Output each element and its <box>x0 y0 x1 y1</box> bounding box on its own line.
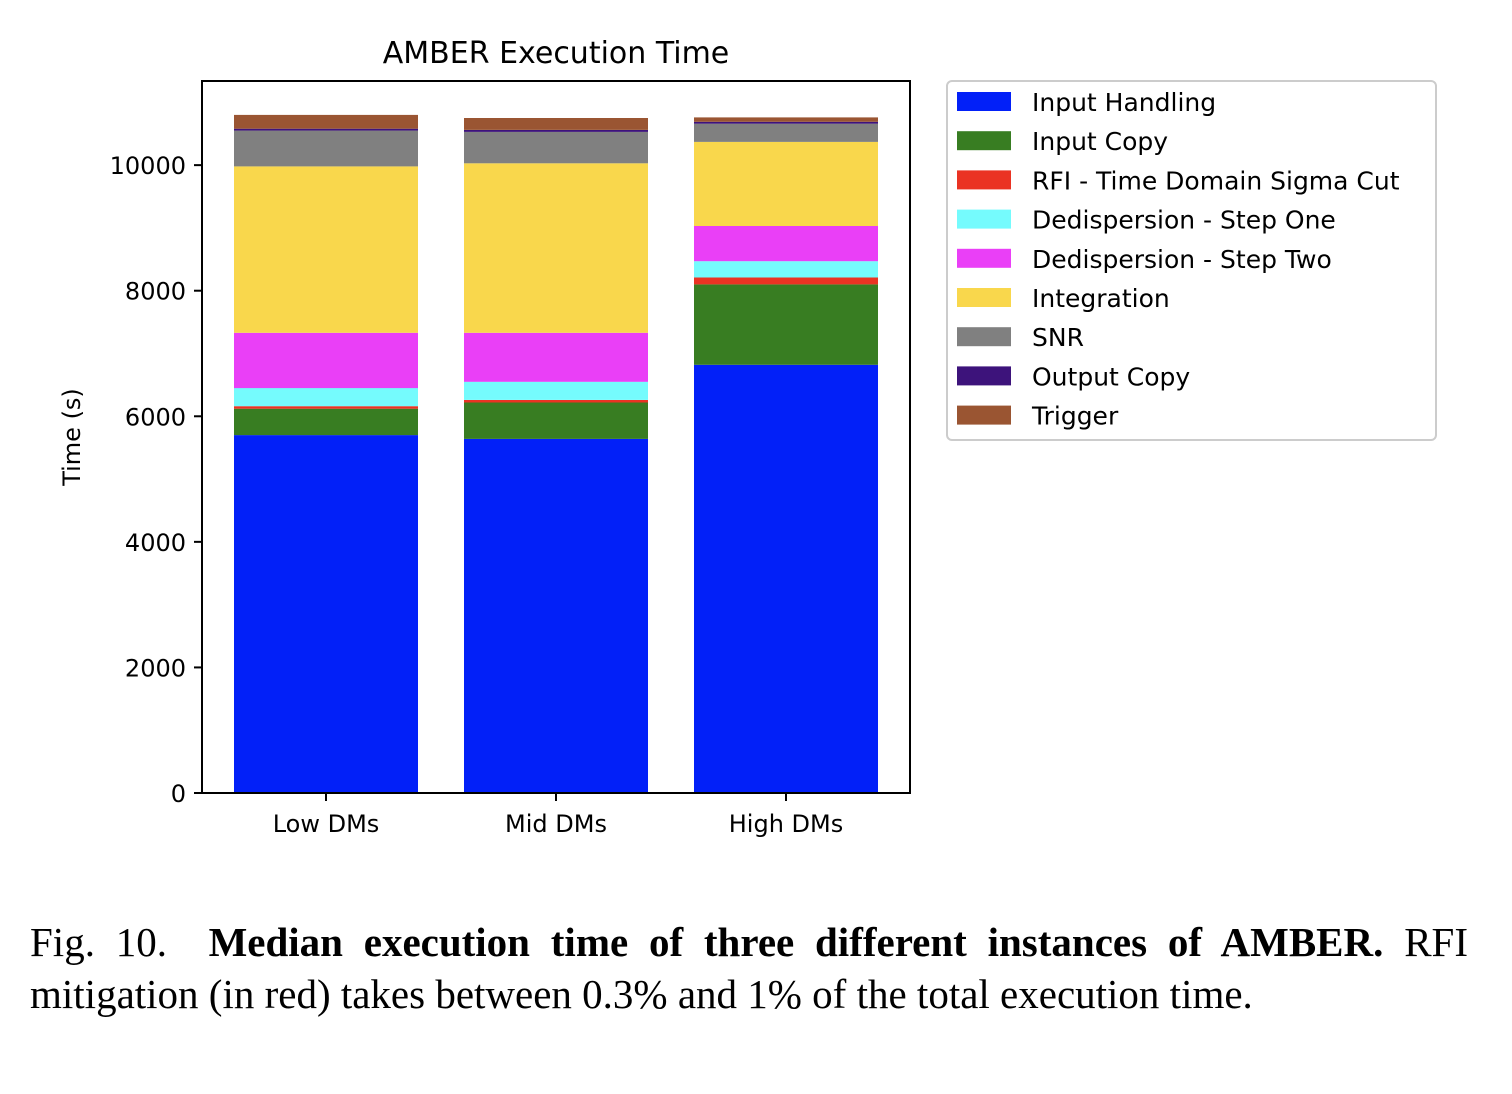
legend-label: Input Copy <box>1032 127 1168 156</box>
x-tick-label: Mid DMs <box>505 810 607 838</box>
caption-bold-text: Median execution time of three different… <box>208 919 1384 965</box>
bar-segment-5-2 <box>694 141 878 226</box>
bar-segment-2-0 <box>234 406 418 409</box>
legend-label: Dedispersion - Step One <box>1032 206 1336 235</box>
bar-segment-8-2 <box>694 117 878 122</box>
chart-title: AMBER Execution Time <box>383 36 730 71</box>
bar-segment-7-2 <box>694 121 878 124</box>
legend-swatch <box>957 92 1011 111</box>
legend-items: Input Handling Input Copy RFI - Time Domai… <box>957 88 1400 431</box>
y-tick-label: 2000 <box>125 654 186 682</box>
bar-segment-3-0 <box>234 388 418 407</box>
y-axis-label: Time (s) <box>58 388 86 487</box>
x-tick-label: Low DMs <box>273 810 380 838</box>
bar-segment-0-1 <box>464 438 648 793</box>
legend-label: Dedispersion - Step Two <box>1032 245 1332 274</box>
bar-segment-3-1 <box>464 381 648 400</box>
legend-label: RFI - Time Domain Sigma Cut <box>1032 166 1400 195</box>
bar-segment-8-1 <box>464 118 648 130</box>
bar-segment-6-2 <box>694 123 878 142</box>
legend-swatch <box>957 248 1011 268</box>
bar-segment-0-0 <box>234 435 418 793</box>
bar-segment-7-0 <box>234 128 418 131</box>
y-tick-label: 10000 <box>110 152 186 180</box>
legend-label: Integration <box>1032 284 1170 313</box>
bar-segment-2-1 <box>464 400 648 403</box>
legend-label: Output Copy <box>1032 362 1190 391</box>
legend-label: Trigger <box>1031 402 1119 431</box>
legend-label: SNR <box>1032 323 1084 352</box>
legend-swatch <box>957 131 1011 151</box>
legend-swatch <box>957 288 1011 307</box>
bar-segment-6-0 <box>234 130 418 167</box>
legend-swatch <box>957 405 1011 425</box>
legend-box <box>946 80 1437 441</box>
bar-segment-2-2 <box>694 277 878 285</box>
legend: Input Handling Input Copy RFI - Time Domai… <box>946 80 1437 441</box>
bar-segment-8-0 <box>234 114 418 129</box>
y-tick-label: 6000 <box>125 403 186 431</box>
bar-segment-4-2 <box>694 226 878 262</box>
bar-segment-1-0 <box>234 408 418 436</box>
bar-segment-5-1 <box>464 163 648 333</box>
bar-segment-4-1 <box>464 332 648 382</box>
y-axis-ticks: 0 2000 4000 6000 8000 10000 <box>110 152 202 808</box>
bar-segment-5-0 <box>234 166 418 333</box>
figure-caption: Fig. 10. Median execution time of three … <box>30 916 1468 1020</box>
x-tick-label: High DMs <box>729 810 843 838</box>
bars-layer <box>234 114 878 793</box>
bar-segment-6-1 <box>464 131 648 164</box>
bar-segment-1-2 <box>694 284 878 365</box>
bar-segment-0-2 <box>694 364 878 793</box>
legend-swatch <box>957 170 1011 190</box>
bar-segment-3-2 <box>694 261 878 278</box>
bar-segment-4-0 <box>234 332 418 389</box>
y-tick-label: 4000 <box>125 529 186 557</box>
y-tick-label: 0 <box>171 780 186 808</box>
legend-label: Input Handling <box>1032 88 1216 117</box>
stacked-bar-chart: AMBER Execution Time 0 2000 4000 6000 8000 10… <box>58 36 1437 838</box>
legend-swatch <box>957 327 1011 347</box>
bar-segment-7-1 <box>464 130 648 132</box>
x-axis-ticks: Low DMs Mid DMs High DMs <box>273 793 843 838</box>
y-tick-label: 8000 <box>125 278 186 306</box>
bar-segment-1-1 <box>464 402 648 439</box>
caption-text: RFI mitigation (in red) takes between 0.… <box>30 919 1468 1017</box>
legend-swatch <box>957 209 1011 229</box>
legend-swatch <box>957 366 1011 386</box>
caption-label: Fig. 10. <box>30 919 167 965</box>
